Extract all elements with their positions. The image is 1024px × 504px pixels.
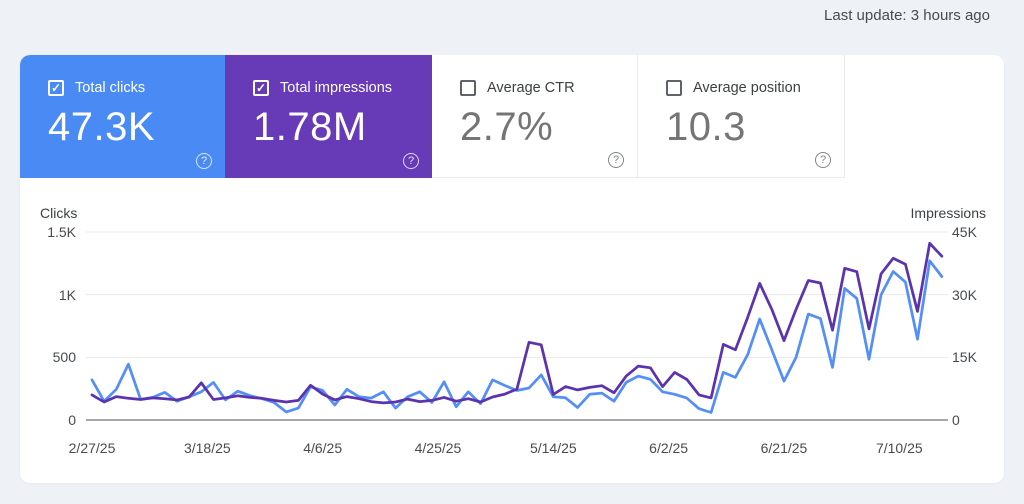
average-position-checkbox[interactable]: ✓ [666,80,682,96]
y-tick-right: 0 [952,412,960,428]
x-tick-label: 7/10/25 [875,440,923,456]
card-average-position[interactable]: ✓ Average position 10.3 ? [638,55,845,178]
left-axis-title: Clicks [40,205,78,221]
total-impressions-checkbox[interactable]: ✓ [253,80,269,96]
card-label: Total clicks [75,80,146,96]
card-total-impressions[interactable]: ✓ Total impressions 1.78M ? [225,55,432,178]
y-tick-left: 0 [68,412,76,428]
average-ctr-checkbox[interactable]: ✓ [460,80,476,96]
performance-panel: ✓ Total clicks 47.3K ? ✓ Total impressio… [20,55,1004,483]
right-axis-title: Impressions [910,205,986,221]
help-icon[interactable]: ? [815,152,831,168]
card-header: ✓ Average CTR [460,80,637,96]
help-icon[interactable]: ? [196,153,212,169]
y-tick-left: 500 [52,349,76,366]
x-tick-label: 4/6/25 [303,440,343,456]
help-icon[interactable]: ? [403,153,419,169]
average-ctr-value: 2.7% [460,105,554,149]
y-tick-left: 1K [58,286,76,303]
card-header: ✓ Total clicks [48,80,225,96]
card-average-ctr[interactable]: ✓ Average CTR 2.7% ? [432,55,638,178]
metric-cards-row: ✓ Total clicks 47.3K ? ✓ Total impressio… [20,55,1004,178]
y-tick-left: 1.5K [47,224,76,240]
x-tick-label: 6/21/25 [760,440,808,456]
card-header: ✓ Average position [666,80,844,96]
card-label: Average CTR [487,80,575,96]
total-clicks-value: 47.3K [48,105,156,149]
card-label: Average position [693,80,801,96]
total-clicks-checkbox[interactable]: ✓ [48,80,64,96]
card-header: ✓ Total impressions [253,80,432,96]
y-tick-right: 15K [952,349,977,366]
average-position-value: 10.3 [666,105,746,149]
card-total-clicks[interactable]: ✓ Total clicks 47.3K ? [20,55,225,178]
x-tick-label: 4/25/25 [414,440,462,456]
card-label: Total impressions [280,80,393,96]
x-tick-label: 5/14/25 [529,440,577,456]
x-tick-label: 2/27/25 [68,440,116,456]
total-impressions-value: 1.78M [253,105,367,149]
y-tick-right: 30K [952,286,977,303]
help-icon[interactable]: ? [608,152,624,168]
x-tick-label: 3/18/25 [183,440,231,456]
x-tick-label: 6/2/25 [649,440,689,456]
y-tick-right: 45K [952,224,977,240]
last-update-text: Last update: 3 hours ago [824,7,990,24]
